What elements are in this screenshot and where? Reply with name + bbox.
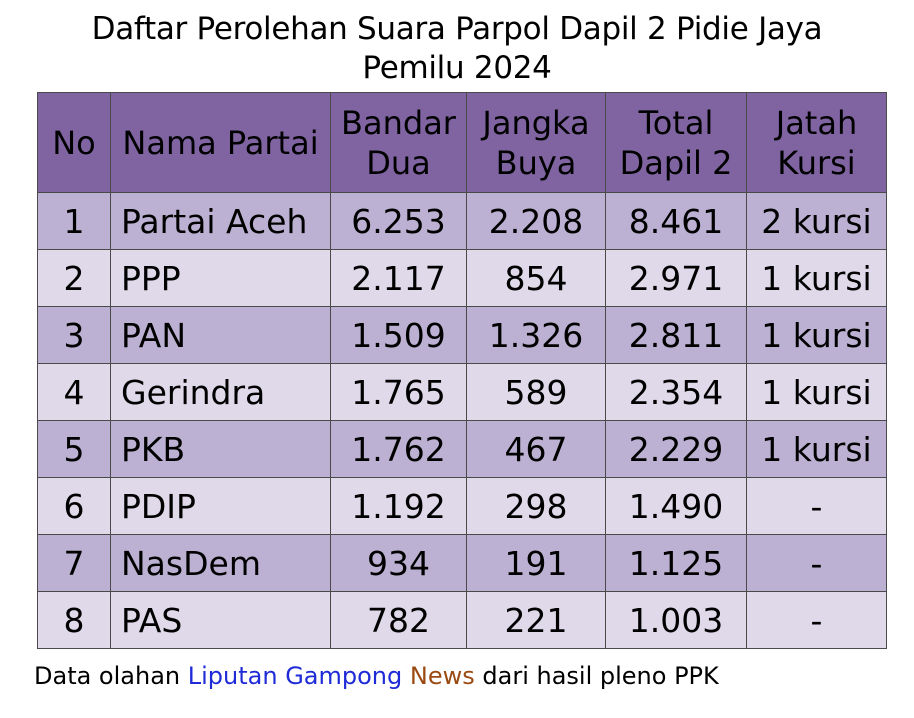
cell-seats: 1 kursi bbox=[746, 306, 887, 364]
cell-jangka-buya: 589 bbox=[466, 363, 606, 421]
cell-bandar-dua: 2.117 bbox=[330, 249, 467, 307]
cell-bandar-dua: 6.253 bbox=[330, 192, 467, 250]
table-row: 3 PAN 1.509 1.326 2.811 1 kursi bbox=[37, 306, 887, 364]
header-total-dapil-2: Total Dapil 2 bbox=[605, 92, 747, 193]
cell-jangka-buya: 191 bbox=[466, 534, 606, 592]
cell-bandar-dua: 1.192 bbox=[330, 477, 467, 535]
cell-total: 2.229 bbox=[605, 420, 747, 478]
table-row: 2 PPP 2.117 854 2.971 1 kursi bbox=[37, 249, 887, 307]
table-row: 8 PAS 782 221 1.003 - bbox=[37, 591, 887, 649]
table-row: 4 Gerindra 1.765 589 2.354 1 kursi bbox=[37, 363, 887, 421]
cell-seats: - bbox=[746, 534, 887, 592]
cell-jangka-buya: 221 bbox=[466, 591, 606, 649]
cell-jangka-buya: 1.326 bbox=[466, 306, 606, 364]
cell-party: NasDem bbox=[110, 534, 331, 592]
table-header-row: No Nama Partai Bandar Dua Jangka Buya To… bbox=[37, 92, 887, 193]
cell-bandar-dua: 1.509 bbox=[330, 306, 467, 364]
cell-total: 2.971 bbox=[605, 249, 747, 307]
cell-no: 3 bbox=[37, 306, 111, 364]
brand-name-liputan-gampong: Liputan Gampong bbox=[187, 662, 403, 690]
header-seat-allocation: Jatah Kursi bbox=[746, 92, 887, 193]
cell-no: 7 bbox=[37, 534, 111, 592]
cell-bandar-dua: 782 bbox=[330, 591, 467, 649]
cell-no: 5 bbox=[37, 420, 111, 478]
vote-results-table: No Nama Partai Bandar Dua Jangka Buya To… bbox=[37, 92, 887, 649]
cell-no: 1 bbox=[37, 192, 111, 250]
footnote-suffix: dari hasil pleno PPK bbox=[474, 662, 719, 690]
cell-party: PPP bbox=[110, 249, 331, 307]
cell-total: 1.490 bbox=[605, 477, 747, 535]
page-title: Daftar Perolehan Suara Parpol Dapil 2 Pi… bbox=[0, 10, 914, 88]
header-party-name: Nama Partai bbox=[110, 92, 331, 193]
cell-party: Gerindra bbox=[110, 363, 331, 421]
cell-no: 4 bbox=[37, 363, 111, 421]
cell-jangka-buya: 854 bbox=[466, 249, 606, 307]
title-line-2: Pemilu 2024 bbox=[362, 50, 552, 86]
table-row: 1 Partai Aceh 6.253 2.208 8.461 2 kursi bbox=[37, 192, 887, 250]
cell-jangka-buya: 298 bbox=[466, 477, 606, 535]
table-row: 5 PKB 1.762 467 2.229 1 kursi bbox=[37, 420, 887, 478]
cell-party: PAS bbox=[110, 591, 331, 649]
cell-seats: - bbox=[746, 477, 887, 535]
cell-total: 2.811 bbox=[605, 306, 747, 364]
cell-bandar-dua: 1.765 bbox=[330, 363, 467, 421]
cell-seats: 2 kursi bbox=[746, 192, 887, 250]
cell-total: 1.125 bbox=[605, 534, 747, 592]
cell-total: 2.354 bbox=[605, 363, 747, 421]
title-line-1: Daftar Perolehan Suara Parpol Dapil 2 Pi… bbox=[91, 11, 823, 47]
cell-bandar-dua: 934 bbox=[330, 534, 467, 592]
cell-no: 6 bbox=[37, 477, 111, 535]
cell-seats: 1 kursi bbox=[746, 420, 887, 478]
header-jangka-buya: Jangka Buya bbox=[466, 92, 606, 193]
table-row: 6 PDIP 1.192 298 1.490 - bbox=[37, 477, 887, 535]
cell-party: Partai Aceh bbox=[110, 192, 331, 250]
cell-no: 8 bbox=[37, 591, 111, 649]
footnote-prefix: Data olahan bbox=[34, 662, 188, 690]
cell-no: 2 bbox=[37, 249, 111, 307]
cell-party: PDIP bbox=[110, 477, 331, 535]
cell-jangka-buya: 467 bbox=[466, 420, 606, 478]
header-no: No bbox=[37, 92, 111, 193]
cell-jangka-buya: 2.208 bbox=[466, 192, 606, 250]
table-row: 7 NasDem 934 191 1.125 - bbox=[37, 534, 887, 592]
cell-seats: 1 kursi bbox=[746, 249, 887, 307]
source-footnote: Data olahan Liputan Gampong News dari ha… bbox=[34, 660, 719, 692]
cell-total: 8.461 bbox=[605, 192, 747, 250]
cell-seats: - bbox=[746, 591, 887, 649]
cell-seats: 1 kursi bbox=[746, 363, 887, 421]
cell-bandar-dua: 1.762 bbox=[330, 420, 467, 478]
cell-party: PAN bbox=[110, 306, 331, 364]
brand-name-news: News bbox=[409, 662, 475, 690]
header-bandar-dua: Bandar Dua bbox=[330, 92, 467, 193]
cell-party: PKB bbox=[110, 420, 331, 478]
cell-total: 1.003 bbox=[605, 591, 747, 649]
